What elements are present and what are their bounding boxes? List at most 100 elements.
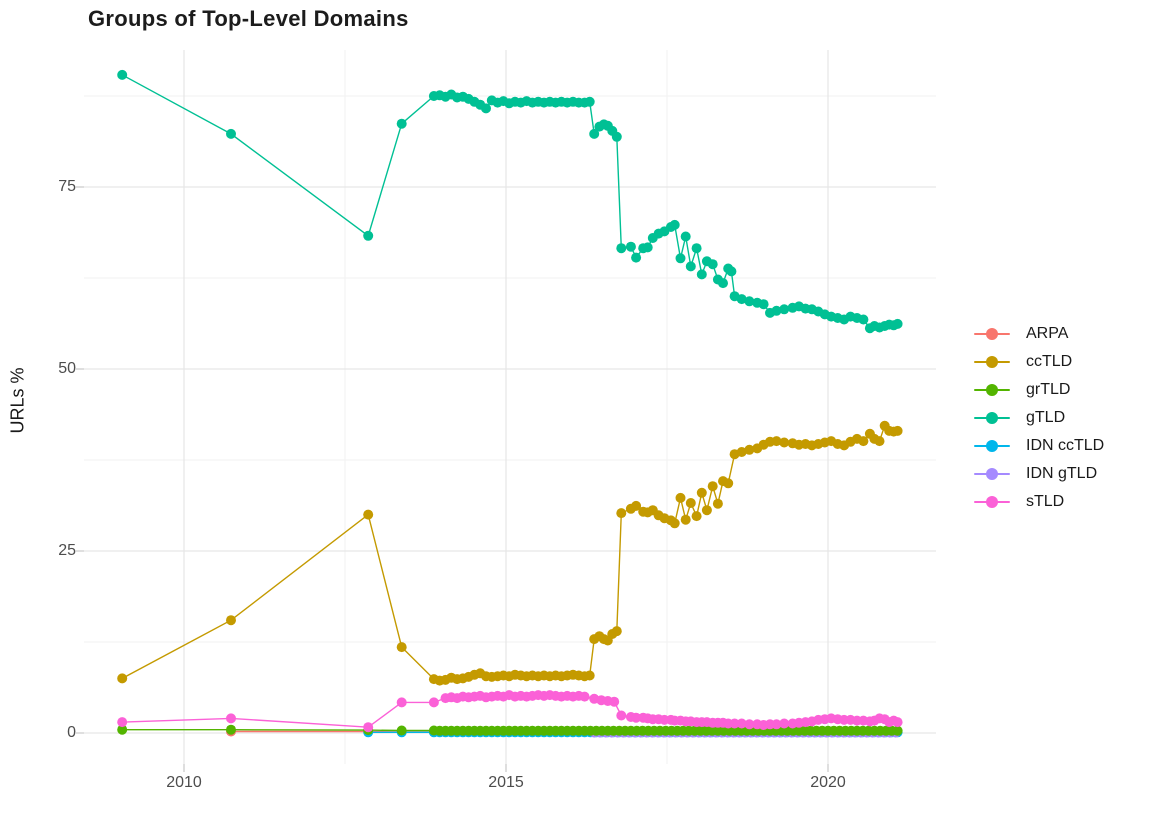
legend-swatch-icon <box>974 384 1010 396</box>
legend-dot-icon <box>986 412 998 424</box>
series-stld-point <box>736 718 747 729</box>
legend-item-idn-gtld: IDN gTLD <box>974 460 1104 488</box>
y-tick-label-25: 25 <box>58 542 76 559</box>
series-cctld-point <box>117 673 128 684</box>
legend: ARPA ccTLD grTLD gTLD IDN ccTLD IDN gTLD sTLD <box>974 320 1104 516</box>
x-tick-label-2010: 2010 <box>166 774 202 791</box>
series-cctld-point <box>779 437 790 448</box>
series-cctld-point <box>611 626 622 637</box>
series-gtld-point <box>631 252 642 263</box>
series-cctld-point <box>691 511 702 522</box>
y-tick-label-50: 50 <box>58 360 76 377</box>
legend-swatch-icon <box>974 356 1010 368</box>
legend-item-idn-cctld: IDN ccTLD <box>974 432 1104 460</box>
series-cctld <box>117 420 903 686</box>
y-tick-label-75: 75 <box>58 178 76 195</box>
series-gtld-point <box>758 299 769 310</box>
series-cctld-point <box>226 615 236 626</box>
series-gtld-point <box>616 243 627 254</box>
series-cctld-point <box>723 478 734 489</box>
legend-label: IDN ccTLD <box>1026 437 1105 454</box>
legend-label: IDN gTLD <box>1026 465 1098 482</box>
series-grtld <box>117 724 903 736</box>
legend-item-cctld: ccTLD <box>974 348 1104 376</box>
series-gtld-point <box>707 259 718 270</box>
series-stld-point <box>616 710 627 721</box>
legend-item-grtld: grTLD <box>974 376 1104 404</box>
series-cctld-point <box>680 514 691 525</box>
y-axis-title: URLs % <box>7 367 28 434</box>
legend-swatch-icon <box>974 440 1010 452</box>
series-grtld-point <box>226 724 236 735</box>
legend-swatch-icon <box>974 412 1010 424</box>
series-gtld-point <box>736 294 747 305</box>
series-cctld-point <box>675 492 686 503</box>
series-stld-point <box>744 719 755 730</box>
series-cctld-point <box>874 436 885 447</box>
series-gtld-point <box>611 131 622 142</box>
series-cctld-point <box>712 498 723 509</box>
x-tick-label-2015: 2015 <box>488 774 524 791</box>
series-gtld-point <box>771 305 782 316</box>
legend-dot-icon <box>986 384 998 396</box>
legend-item-stld: sTLD <box>974 488 1104 516</box>
legend-item-gtld: gTLD <box>974 404 1104 432</box>
series-gtld-point <box>696 269 707 280</box>
series-gtld-point <box>226 128 236 139</box>
legend-dot-icon <box>986 328 998 340</box>
series-stld-point <box>363 722 374 733</box>
series-grtld-point <box>117 724 128 735</box>
series-gtld-point <box>396 118 407 129</box>
series-stld-point <box>631 712 642 723</box>
legend-item-arpa: ARPA <box>974 320 1104 348</box>
series-gtld-point <box>685 261 696 272</box>
series-stld-point <box>729 718 740 729</box>
series-stld-point <box>779 718 790 729</box>
series-stld-point <box>226 713 236 724</box>
series-cctld-point <box>616 508 627 519</box>
series-gtld-point <box>779 304 790 315</box>
series-gtld-line <box>121 74 898 330</box>
y-tick-label-0: 0 <box>67 724 76 741</box>
legend-dot-icon <box>986 468 998 480</box>
series-gtld-point <box>669 219 680 230</box>
legend-dot-icon <box>986 440 998 452</box>
series-stld-point <box>892 717 903 728</box>
series-gtld-point <box>481 103 491 114</box>
series-gtld-point <box>625 241 636 252</box>
series-gtld-point <box>892 318 903 329</box>
series-cctld-point <box>584 670 595 681</box>
series-gtld-point <box>363 230 374 241</box>
series-cctld-point <box>892 425 903 436</box>
series-stld <box>117 690 903 733</box>
series-cctld-point <box>736 447 747 457</box>
legend-dot-icon <box>986 356 998 368</box>
series-cctld-point <box>707 481 718 492</box>
legend-swatch-icon <box>974 468 1010 480</box>
series-gtld-point <box>726 266 737 277</box>
series-gtld-point <box>642 242 653 253</box>
series-stld-point <box>428 697 439 708</box>
series-stld-point <box>579 691 590 702</box>
legend-label: gTLD <box>1026 409 1066 426</box>
series-gtld-point <box>691 243 702 254</box>
series-cctld-point <box>858 436 869 447</box>
series-stld-point <box>396 697 407 708</box>
series-gtld-point <box>680 231 691 242</box>
series-stld-point <box>117 717 128 728</box>
series-gtld-point <box>675 253 686 264</box>
series-cctld-point <box>363 509 374 520</box>
legend-swatch-icon <box>974 328 1010 340</box>
legend-label: grTLD <box>1026 381 1071 398</box>
series-gtld-point <box>718 278 728 289</box>
series-gtld-point <box>589 128 600 139</box>
series-cctld-point <box>669 518 680 529</box>
series-stld-point <box>771 719 782 730</box>
legend-dot-icon <box>986 496 998 508</box>
series-cctld-point <box>771 436 782 447</box>
series-gtld-point <box>744 296 755 307</box>
legend-label: ARPA <box>1026 325 1069 342</box>
legend-swatch-icon <box>974 496 1010 508</box>
